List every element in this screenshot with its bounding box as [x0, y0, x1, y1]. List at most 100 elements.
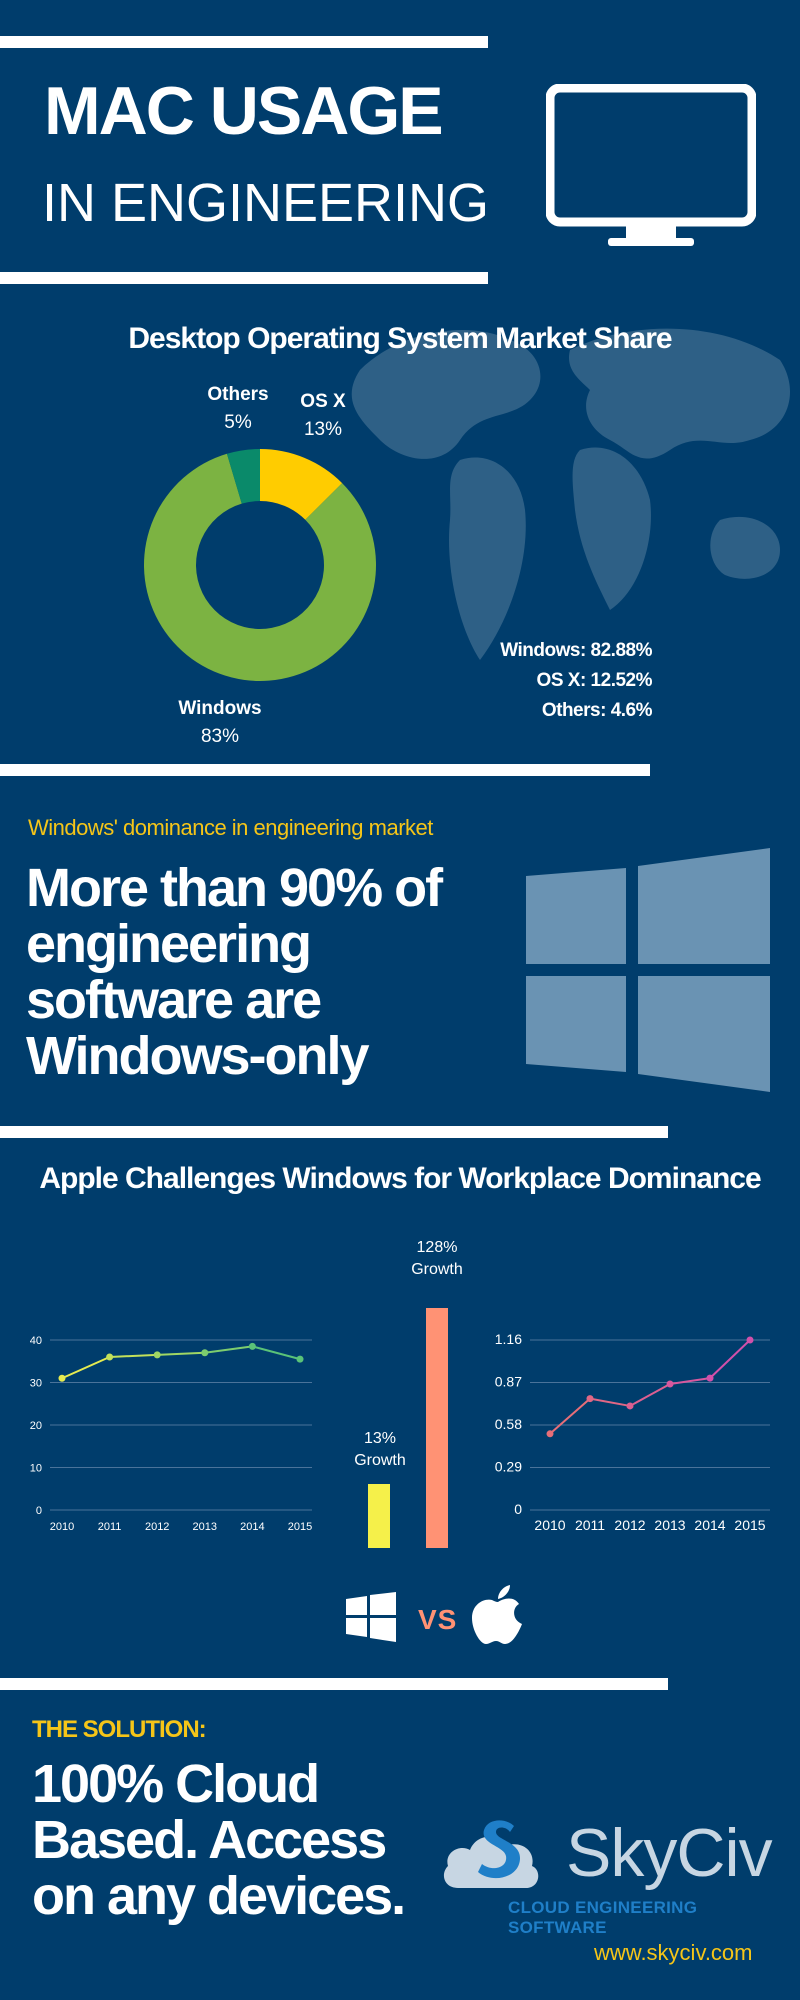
data-point [626, 1402, 634, 1410]
x-tick-label: 2013 [654, 1517, 685, 1533]
windows-name: Windows [178, 698, 262, 719]
data-point [586, 1395, 594, 1403]
windows-growth-label: 13% Growth [340, 1428, 420, 1472]
series-line [589, 1397, 631, 1407]
series-line [709, 1339, 751, 1379]
windows-line-chart: 0 10 20 30 40 2010 2011 2012 2013 2014 2015 [30, 1335, 312, 1533]
growth-bar [368, 1484, 390, 1548]
stat-windows: Windows: 82.88% [500, 640, 652, 661]
apple-line-chart: 0 0.29 0.58 0.87 1.16 2010 2011 2012 2013 2014 201… [495, 1331, 770, 1533]
x-tick-label: 2010 [50, 1521, 74, 1533]
series-line [629, 1383, 671, 1407]
growth-bar-chart [368, 1308, 448, 1548]
series-line [109, 1353, 158, 1358]
data-point [153, 1351, 161, 1359]
headline-line: on any devices. [32, 1866, 406, 1926]
divider [0, 36, 488, 48]
page-title: MAC USAGE [44, 73, 444, 149]
website-link[interactable]: www.skyciv.com [594, 1940, 753, 1965]
data-point [58, 1374, 66, 1382]
windows-icon [346, 1592, 396, 1642]
headline-line: More than 90% of [26, 858, 443, 918]
dominance-headline: More than 90% of engineering software ar… [26, 858, 443, 1086]
section-heading: Desktop Operating System Market Share [128, 322, 672, 355]
market-stats: Windows: 82.88% OS X: 12.52% Others: 4.6… [500, 636, 652, 726]
windows-label: Windows 83% [160, 695, 280, 751]
y-tick-label: 10 [30, 1463, 42, 1475]
windows-logo-icon [526, 848, 770, 1092]
series-line [669, 1377, 711, 1385]
windows-growth-pct: 13% [363, 1430, 397, 1447]
x-tick-label: 2012 [145, 1521, 169, 1533]
series-line [252, 1345, 301, 1361]
divider [0, 272, 488, 284]
brand-name: SkyCiv [566, 1815, 773, 1891]
apple-icon [472, 1585, 522, 1644]
others-pct: 5% [224, 412, 252, 433]
windows-pct: 83% [200, 726, 240, 747]
x-tick-label: 2014 [694, 1517, 725, 1533]
vs-label: VS [418, 1604, 458, 1635]
data-point [746, 1336, 754, 1344]
data-point [106, 1353, 114, 1361]
data-point [706, 1374, 714, 1382]
series-line [549, 1397, 591, 1435]
x-tick-label: 2013 [193, 1521, 217, 1533]
others-name: Others [207, 384, 269, 405]
x-tick-label: 2011 [575, 1517, 605, 1533]
headline-line: software are [26, 970, 322, 1030]
dominance-kicker: Windows' dominance in engineering market [28, 815, 433, 840]
x-tick-label: 2014 [240, 1521, 264, 1533]
y-tick-label: 0 [36, 1505, 42, 1517]
series-line [204, 1345, 253, 1354]
y-tick-label: 20 [30, 1420, 42, 1432]
headline-line: Based. Access [32, 1810, 387, 1870]
apple-growth-pct: 128% [416, 1239, 458, 1256]
y-tick-label: 30 [30, 1378, 42, 1390]
solution-kicker: THE SOLUTION: [32, 1716, 207, 1743]
x-tick-label: 2011 [98, 1521, 122, 1533]
donut-slice [144, 453, 376, 681]
x-tick-label: 2015 [288, 1521, 312, 1533]
donut-slice [260, 449, 343, 520]
series-line [157, 1351, 205, 1356]
section-heading: Apple Challenges Windows for Workplace D… [39, 1162, 761, 1195]
stat-osx: OS X: 12.52% [536, 670, 653, 691]
page-subtitle: IN ENGINEERING [42, 173, 490, 233]
data-point [201, 1349, 209, 1357]
brand-tagline: CLOUD ENGINEERING SOFTWARE [508, 1898, 698, 1937]
y-tick-label: 0 [514, 1501, 522, 1517]
headline-line: Windows-only [26, 1026, 369, 1086]
data-point [296, 1355, 304, 1363]
divider [0, 1126, 668, 1138]
divider [0, 1678, 668, 1690]
headline-line: 100% Cloud [32, 1754, 320, 1814]
apple-growth-label: 128% Growth [397, 1237, 477, 1281]
y-tick-label: 0.29 [495, 1459, 522, 1475]
x-tick-label: 2010 [534, 1517, 565, 1533]
stat-others: Others: 4.6% [541, 700, 653, 721]
osx-label: OS X 13% [283, 388, 363, 444]
apple-growth-word: Growth [411, 1261, 463, 1278]
data-point [248, 1342, 256, 1350]
growth-bar [426, 1308, 448, 1548]
y-tick-label: 0.58 [495, 1416, 522, 1432]
y-tick-label: 1.16 [495, 1331, 522, 1347]
x-tick-label: 2015 [734, 1517, 765, 1533]
monitor-icon [546, 84, 756, 246]
y-tick-label: 40 [30, 1335, 42, 1347]
solution-headline: 100% Cloud Based. Access on any devices. [32, 1754, 406, 1926]
osx-name: OS X [300, 391, 346, 412]
others-label: Others 5% [198, 381, 278, 437]
headline-line: engineering [26, 914, 312, 974]
donut-slice [226, 449, 260, 504]
data-point [666, 1380, 674, 1388]
osx-pct: 13% [303, 419, 343, 440]
donut-chart [144, 449, 376, 681]
windows-growth-word: Growth [354, 1452, 406, 1469]
skyciv-logo-icon [443, 1820, 539, 1888]
x-tick-label: 2012 [614, 1517, 645, 1533]
data-point [546, 1430, 554, 1438]
y-tick-label: 0.87 [495, 1374, 522, 1390]
series-line [61, 1356, 111, 1380]
